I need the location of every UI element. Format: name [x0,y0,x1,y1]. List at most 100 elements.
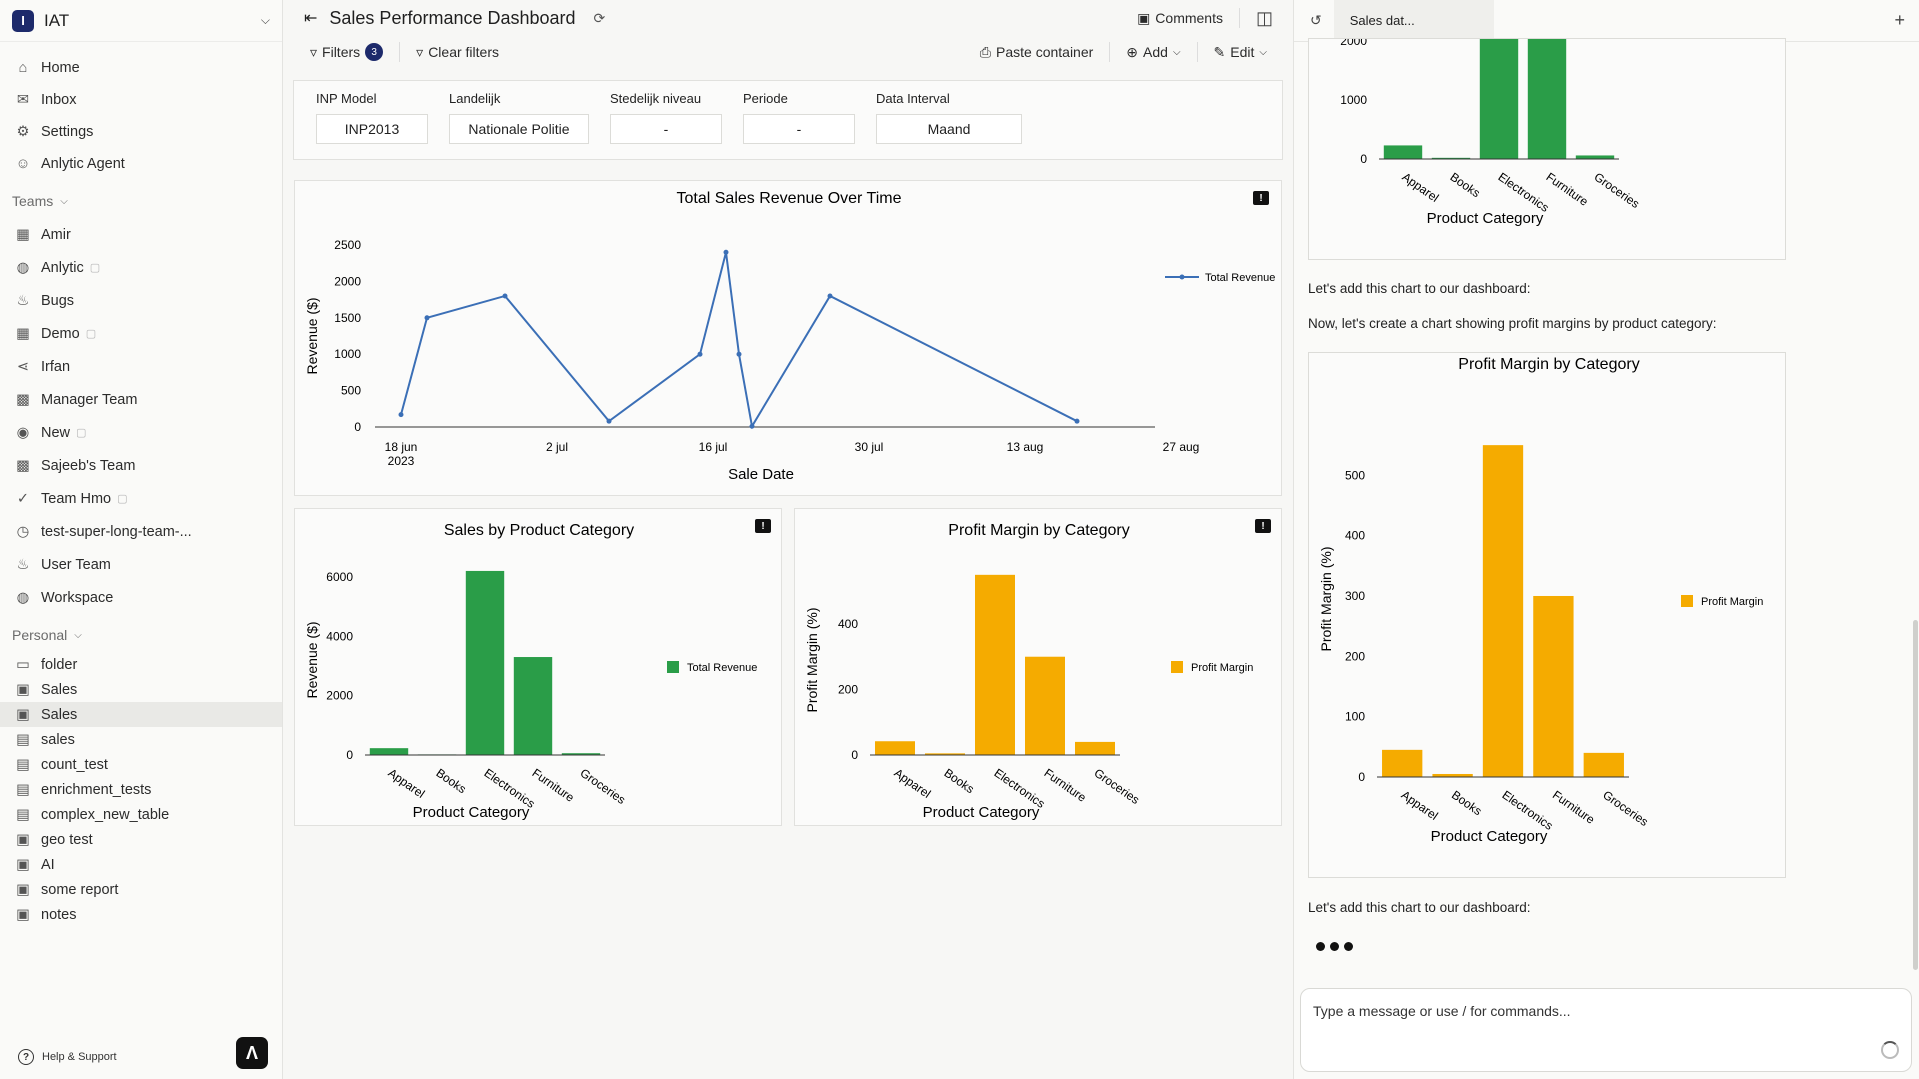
personal-section-header[interactable]: Personal ⌵ [0,618,282,652]
nav-item-home[interactable]: ⌂ Home [0,52,282,84]
filter-select[interactable]: Maand [876,114,1022,144]
personal-item[interactable]: ▤ enrichment_tests [0,777,282,802]
edit-button[interactable]: ✎ Edit ⌵ [1214,44,1267,61]
comment-flag-icon[interactable]: ! [755,519,771,533]
personal-item[interactable]: ▭ folder [0,652,282,677]
chart-card-profit-category: Profit Margin by Category 0 200 400 Apparel B… [794,508,1282,826]
filter-select[interactable]: INP2013 [316,114,428,144]
x-tick-label: Groceries [1591,170,1642,211]
add-button[interactable]: ⊕ Add ⌵ [1126,44,1180,61]
data-point [398,412,404,418]
history-icon[interactable]: ↺ [1310,12,1322,28]
board-icon: ▣ [16,681,30,698]
x-tick-label: Groceries [1600,788,1651,829]
chat-tab[interactable]: Sales dat... [1333,0,1494,42]
team-label: Demo [41,325,80,342]
team-item[interactable]: ♨ Bugs [0,284,282,317]
team-item[interactable]: ▦ Amir [0,218,282,251]
nav-item-inbox[interactable]: ✉ Inbox [0,84,282,116]
panel-toggle-icon[interactable]: ◫ [1255,7,1273,28]
board-icon: ▤ [16,781,30,798]
y-tick-label: 400 [1345,529,1365,543]
clear-filters-button[interactable]: ▿ Clear filters [416,44,499,61]
filter-inp-model: INP Model INP2013 [316,91,428,144]
personal-item[interactable]: ▣ Sales [0,677,282,702]
team-icon: ◉ [16,424,30,441]
personal-item[interactable]: ▤ sales [0,727,282,752]
team-icon: ◍ [16,259,30,276]
chart-title: Profit Margin by Category [948,522,1129,539]
y-tick-label: 0 [346,748,353,762]
personal-item[interactable]: ▤ complex_new_table [0,802,282,827]
personal-item[interactable]: ▣ AI [0,852,282,877]
personal-item[interactable]: ▣ geo test [0,827,282,852]
filters-button[interactable]: ▿ Filters 3 [310,43,384,61]
bar [369,748,409,755]
x-tick-label: 2 jul [546,440,568,454]
chat-message: Let's add this chart to our dashboard: [1308,281,1531,296]
team-item[interactable]: ⋖ Irfan [0,350,282,383]
teams-section-header[interactable]: Teams ⌵ [0,184,282,218]
y-axis-title: Profit Margin (%) [1318,546,1334,651]
personal-item[interactable]: ▣ notes [0,902,282,927]
team-item[interactable]: ▩ Manager Team [0,383,282,416]
brand-button[interactable]: Λ [236,1037,268,1069]
new-chat-plus-icon[interactable]: + [1894,10,1905,30]
team-item[interactable]: ▩ Sajeeb's Team [0,449,282,482]
team-item[interactable]: ✓ Team Hmo ▢ [0,482,282,515]
bar [1383,145,1423,159]
comment-flag-icon[interactable]: ! [1255,519,1271,533]
paste-container-button[interactable]: ⎙ Paste container [980,44,1094,61]
team-item[interactable]: ◷ test-super-long-team-... [0,515,282,548]
y-tick-label: 500 [341,384,361,398]
x-tick-label: 13 aug [1007,440,1044,454]
chat-scrollbar[interactable] [1913,620,1918,970]
team-item[interactable]: ◍ Workspace [0,581,282,614]
comments-button[interactable]: ▣ Comments [1137,10,1223,27]
gear-icon: ⚙ [16,124,30,140]
teams-list: ▦ Amir ◍ Anlytic ▢ ♨ Bugs ▦ Demo ▢ ⋖ Irfan ▩ Manager … [0,218,282,614]
workspace-switcher[interactable]: I IAT ⌵ [0,0,282,42]
help-label: Help & Support [42,1051,117,1063]
x-tick-label: Furniture [1550,788,1598,827]
board-icon: ▤ [16,756,30,773]
board-icon: ▤ [16,806,30,823]
revenue-line-chart: Total Sales Revenue Over Time 0 500 1000 150… [304,190,1275,483]
team-label: User Team [41,556,111,573]
team-item[interactable]: ♨ User Team [0,548,282,581]
team-icon: ◍ [16,589,30,606]
message-input[interactable]: Type a message or use / for commands... [1300,988,1912,1072]
filter-select[interactable]: - [743,114,855,144]
team-item[interactable]: ▦ Demo ▢ [0,317,282,350]
team-item[interactable]: ◉ New ▢ [0,416,282,449]
personal-item[interactable]: ▣ some report [0,877,282,902]
team-item[interactable]: ◍ Anlytic ▢ [0,251,282,284]
personal-item-label: Sales [41,706,78,723]
nav-item-anlytic-agent[interactable]: ☺ Anlytic Agent [0,148,282,180]
loading-spinner-icon [1881,1041,1899,1059]
collapse-sidebar-icon[interactable]: ⇤ [304,10,318,27]
filter-stedelijk-niveau: Stedelijk niveau - [610,91,722,144]
clipboard-icon: ⎙ [979,43,991,60]
comment-flag-icon[interactable]: ! [1253,191,1269,205]
filter-select[interactable]: - [610,114,722,144]
chat-chart-card: Profit Margin by Category 0 100 200 300 400 50… [1308,352,1786,878]
bar [1533,595,1574,777]
personal-item[interactable]: ▤ count_test [0,752,282,777]
help-support-link[interactable]: ? Help & Support [18,1049,117,1065]
legend-marker [1179,274,1185,280]
chevron-down-icon[interactable]: ⌵ [260,13,270,27]
personal-item[interactable]: ▣ Sales [0,702,282,727]
y-tick-label: 1000 [334,347,361,361]
chevron-down-icon: ⌵ [60,195,68,207]
filter-label: Stedelijk niveau [610,91,702,106]
legend-swatch [667,661,679,673]
board-icon: ▣ [16,881,30,898]
nav-item-settings[interactable]: ⚙ Settings [0,116,282,148]
x-tick-label: Apparel [1399,170,1441,205]
x-axis-title: Sale Date [728,466,794,483]
x-tick-label: Electronics [1499,788,1555,833]
filter-select[interactable]: Nationale Politie [449,114,589,144]
bar [1482,445,1524,777]
sync-icon[interactable]: ⟳ [593,9,606,26]
